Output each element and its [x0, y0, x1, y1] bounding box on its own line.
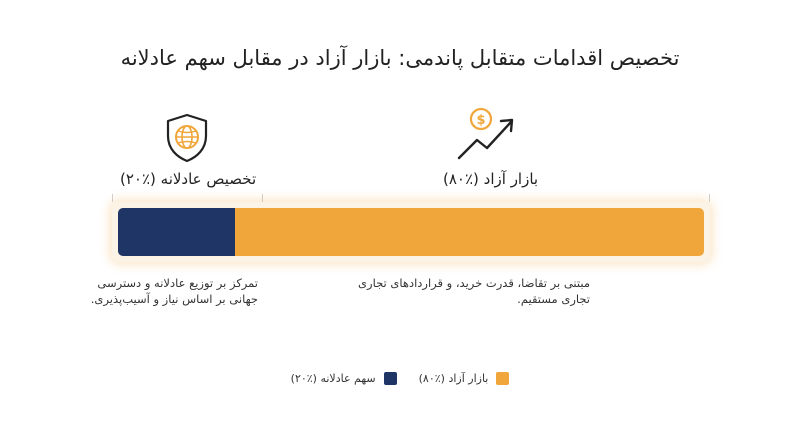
globe-shield-icon	[166, 113, 208, 163]
dollar-growth-arrow-icon: $	[457, 107, 514, 160]
legend-swatch-free-market	[496, 372, 510, 385]
legend: بازار آزاد (٪۸۰) سهم عادلانه (٪۲۰)	[0, 372, 800, 385]
free-market-description-line-1: مبتنی بر تقاضا، قدرت خرید، و قراردادهای …	[358, 276, 590, 290]
free-market-description: مبتنی بر تقاضا، قدرت خرید، و قراردادهای …	[358, 275, 590, 307]
legend-label-fair-share: سهم عادلانه (٪۲۰)	[290, 372, 376, 385]
tick-bar-end	[709, 194, 710, 202]
bar-segment-fair-share	[118, 208, 236, 256]
free-market-label: بازار آزاد (٪۸۰)	[443, 170, 539, 188]
tick-segment-divider	[262, 194, 263, 202]
fair-share-description-line-1: تمرکز بر توزیع عادلانه و دسترسی	[97, 276, 258, 290]
fair-share-description: تمرکز بر توزیع عادلانه و دسترسی جهانی بر…	[91, 275, 258, 307]
svg-text:$: $	[476, 113, 485, 128]
bar-segment-free-market	[235, 208, 704, 256]
legend-item-free-market: بازار آزاد (٪۸۰)	[419, 372, 510, 385]
legend-label-free-market: بازار آزاد (٪۸۰)	[418, 372, 489, 385]
free-market-description-line-2: تجاری مستقیم.	[517, 292, 590, 306]
fair-share-description-line-2: جهانی بر اساس نیاز و آسیب‌پذیری.	[90, 292, 258, 306]
legend-swatch-fair-share	[383, 372, 397, 385]
stacked-bar	[112, 202, 710, 262]
fair-share-label: تخصیص عادلانه (٪۲۰)	[120, 170, 257, 188]
legend-item-fair-share: سهم عادلانه (٪۲۰)	[291, 372, 397, 385]
chart-title: تخصیص اقدامات متقابل پاندمی: بازار آزاد …	[120, 46, 680, 70]
tick-bar-start	[112, 194, 113, 202]
